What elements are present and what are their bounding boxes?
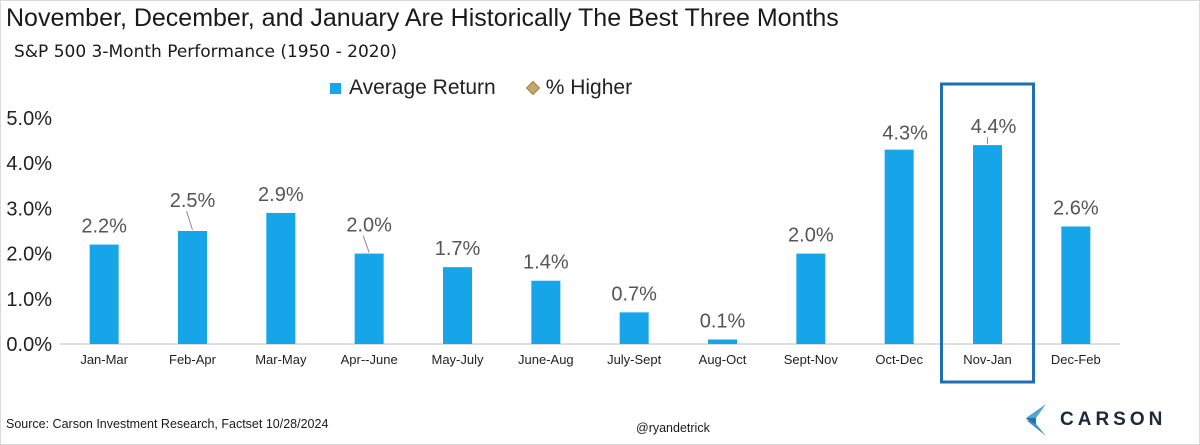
y-tick-label: 5.0% <box>6 108 52 130</box>
data-label: 4.4% <box>971 116 1017 138</box>
carson-logo: CARSON <box>1022 404 1166 436</box>
y-tick-label: 1.0% <box>6 289 52 311</box>
bar <box>619 312 649 344</box>
x-tick-label: Mar-May <box>255 352 307 367</box>
highlight-box <box>940 82 1035 384</box>
x-tick-label: Aug-Oct <box>699 352 747 367</box>
data-label: 0.7% <box>611 283 657 305</box>
bar <box>443 267 472 344</box>
legend-item-pct-higher: % Higher <box>525 76 633 100</box>
bar <box>266 212 296 344</box>
data-label: 2.6% <box>1053 197 1099 219</box>
x-tick-label: Apr--June <box>341 352 398 367</box>
data-label: 2.0% <box>346 215 392 237</box>
y-tick-label: 0.0% <box>6 334 52 356</box>
legend: Average Return % Higher <box>330 76 632 100</box>
x-tick-label: Feb-Apr <box>169 352 217 367</box>
x-tick-label: July-Sept <box>607 352 662 367</box>
data-label: 0.1% <box>700 310 746 332</box>
x-tick-label: Nov-Jan <box>963 352 1011 367</box>
bar <box>531 280 561 344</box>
bar <box>708 339 737 344</box>
carson-logo-text: CARSON <box>1060 409 1167 430</box>
bar <box>354 253 384 344</box>
bar <box>89 244 119 344</box>
x-tick-label: Oct-Dec <box>875 352 923 367</box>
data-label: 2.9% <box>258 184 304 206</box>
bar <box>178 231 207 344</box>
y-tick-label: 4.0% <box>6 153 52 175</box>
x-tick-label: Dec-Feb <box>1051 352 1101 367</box>
legend-item-average-return: Average Return <box>330 76 496 100</box>
source-note: Source: Carson Investment Research, Fact… <box>6 417 329 431</box>
bar <box>796 253 826 344</box>
legend-square-marker <box>330 82 341 94</box>
bar <box>973 145 1002 344</box>
data-label: 1.4% <box>523 252 569 274</box>
chart-title: November, December, and January Are Hist… <box>6 4 839 32</box>
chart-subtitle: S&P 500 3-Month Performance (1950 - 2020… <box>14 42 398 62</box>
carson-chevron-icon <box>1026 404 1046 436</box>
x-tick-label: Jan-Mar <box>80 352 128 367</box>
x-tick-label: Sept-Nov <box>784 352 839 367</box>
y-tick-label: 2.0% <box>6 244 52 266</box>
x-tick-label: June-Aug <box>518 352 574 367</box>
data-label-leader <box>362 235 370 253</box>
x-tick-label: May-July <box>431 352 484 367</box>
bar <box>1061 226 1091 344</box>
legend-label: Average Return <box>349 76 496 99</box>
data-label: 1.7% <box>435 238 481 260</box>
data-label: 4.3% <box>882 123 928 145</box>
legend-label: % Higher <box>545 76 633 99</box>
data-label: 2.5% <box>170 190 216 212</box>
data-label: 2.2% <box>81 216 127 238</box>
data-label: 2.0% <box>788 225 834 247</box>
bar <box>884 149 914 344</box>
author-handle: @ryandetrick <box>636 421 710 435</box>
y-tick-label: 3.0% <box>6 198 52 220</box>
data-label-leader <box>186 210 193 231</box>
